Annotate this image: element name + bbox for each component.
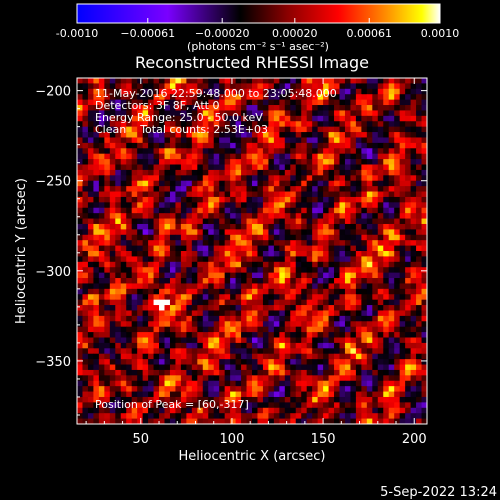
- footer-date: 5-Sep-2022 13:24: [380, 485, 497, 500]
- colorbar: -0.0010 −0.00061 −0.00020 0.00020 0.00061 0.0…: [56, 3, 459, 53]
- colorbar-tick-label: -0.0010: [56, 27, 98, 40]
- x-axis-label: Heliocentric X (arcsec): [179, 449, 326, 464]
- annotation-block: 11-May-2016 22:59:48.000 to 23:05:48.000…: [95, 87, 337, 136]
- y-tick-label: −200: [35, 85, 71, 100]
- x-tick-label: 100: [220, 432, 245, 447]
- y-axis: −200 −250 −300 −350: [35, 85, 427, 416]
- heatmap-image: [77, 78, 427, 424]
- x-tick-label: 150: [311, 432, 336, 447]
- y-tick-label: −250: [35, 175, 71, 190]
- x-tick-label: 50: [133, 432, 150, 447]
- colorbar-tick-label: 0.0010: [421, 27, 460, 40]
- colorbar-tick-label: 0.00020: [272, 27, 318, 40]
- colorbar-tick-label: −0.00020: [195, 27, 250, 40]
- plot-frame: [76, 77, 428, 425]
- y-axis-label: Heliocentric Y (arcsec): [14, 178, 29, 324]
- x-axis: 50 100 150 200: [85, 78, 427, 447]
- annotation-energy-range: Energy Range: 25.0 - 50.0 keV: [95, 111, 263, 124]
- x-tick-label: 200: [402, 432, 427, 447]
- colorbar-tick-label: −0.00061: [120, 27, 175, 40]
- y-tick-label: −350: [35, 355, 71, 370]
- y-tick-label: −300: [35, 265, 71, 280]
- colorbar-unit-label: (photons cm⁻² s⁻¹ asec⁻²): [187, 40, 329, 53]
- peak-position-label: Position of Peak = [60,-317]: [95, 398, 249, 411]
- colorbar-ticks: -0.0010 −0.00061 −0.00020 0.00020 0.00061 0.0…: [56, 18, 459, 40]
- colorbar-tick-label: 0.00061: [346, 27, 392, 40]
- annotation-detectors: Detectors: 3F 8F, Att 0: [95, 99, 219, 112]
- annotation-clean-counts: Clean Total counts: 2.53E+03: [95, 123, 268, 136]
- chart-title: Reconstructed RHESSI Image: [135, 53, 369, 72]
- annotation-time-range: 11-May-2016 22:59:48.000 to 23:05:48.000: [95, 87, 337, 100]
- colorbar-gradient: [76, 3, 441, 24]
